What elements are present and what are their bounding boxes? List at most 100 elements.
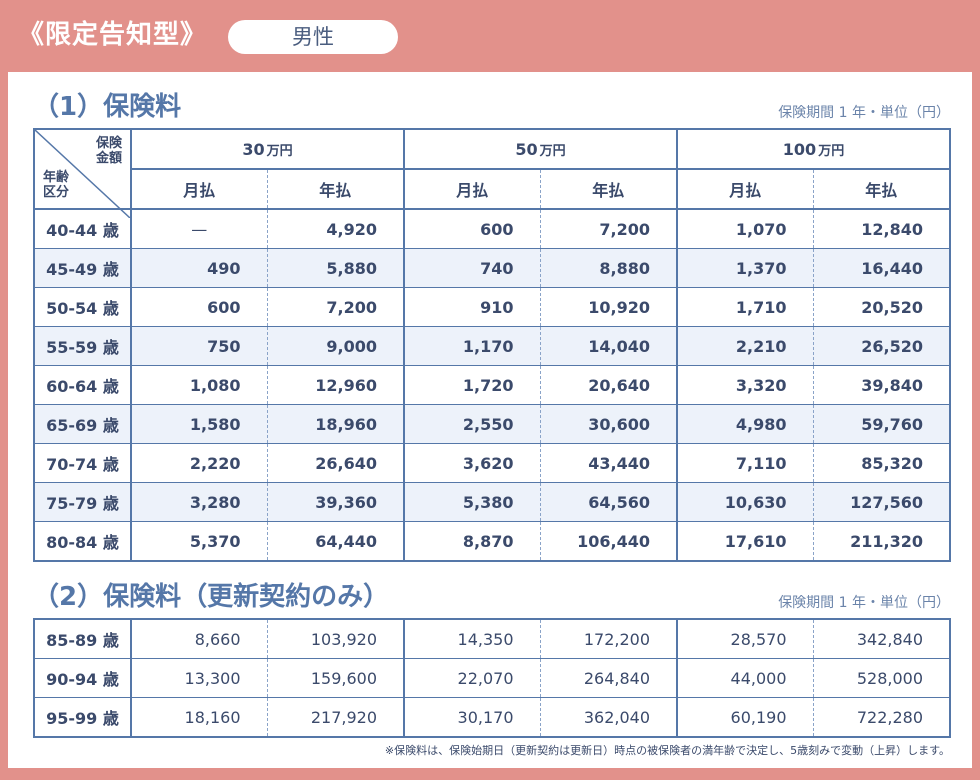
premium-cell: 8,870 <box>404 521 541 562</box>
age-cell: 60-64 歳 <box>33 365 132 405</box>
pay-yearly-50: 年払 <box>540 169 678 210</box>
premium-cell: 1,370 <box>677 248 814 288</box>
premium-cell: 17,610 <box>677 521 814 562</box>
age-cell: 80-84 歳 <box>33 521 132 562</box>
premium-cell: 750 <box>131 326 268 366</box>
age-cell: 40-44 歳 <box>33 209 132 249</box>
premium-cell: 14,040 <box>540 326 678 366</box>
age-cell: 90-94 歳 <box>33 658 132 698</box>
age-cell: 95-99 歳 <box>33 697 132 738</box>
premium-cell: 172,200 <box>540 618 678 659</box>
premium-cell: — <box>131 209 268 249</box>
premium-cell: 1,710 <box>677 287 814 327</box>
table-row: 65-69 歳 1,580 18,960 2,550 30,600 4,980 59,760 <box>33 404 951 444</box>
premium-cell: 3,280 <box>131 482 268 522</box>
premium-cell: 59,760 <box>813 404 951 444</box>
section2-title: （2）保険料（更新契約のみ） <box>33 582 390 612</box>
age-cell: 65-69 歳 <box>33 404 132 444</box>
table-row: 45-49 歳 490 5,880 740 8,880 1,370 16,440 <box>33 248 951 288</box>
amount-header-100: 100 万円 <box>676 128 951 170</box>
age-cell: 85-89 歳 <box>33 618 132 659</box>
premium-cell: 12,840 <box>813 209 951 249</box>
premium-cell: 7,110 <box>677 443 814 483</box>
renewal-premium-table: 85-89 歳 8,660 103,920 14,350 172,200 28,570 34… <box>33 618 951 738</box>
premium-cell: 2,210 <box>677 326 814 366</box>
premium-cell: 103,920 <box>267 618 405 659</box>
corner-bottom-label: 年齢 区分 <box>43 170 70 200</box>
premium-cell: 1,170 <box>404 326 541 366</box>
table-row: 40-44 歳 —4,920 600 7,200 1,070 12,840 <box>33 209 951 249</box>
premium-cell: 106,440 <box>540 521 678 562</box>
premium-cell: 39,360 <box>267 482 405 522</box>
premium-cell: 10,630 <box>677 482 814 522</box>
premium-cell: 5,880 <box>267 248 405 288</box>
premium-cell: 127,560 <box>813 482 951 522</box>
premium-cell: 16,440 <box>813 248 951 288</box>
premium-cell: 5,370 <box>131 521 268 562</box>
age-cell: 55-59 歳 <box>33 326 132 366</box>
gender-badge: 男性 <box>228 20 398 54</box>
pay-monthly-50: 月払 <box>404 169 541 210</box>
premium-cell: 4,980 <box>677 404 814 444</box>
amount-header-30: 30 万円 <box>130 128 405 170</box>
table-row: 60-64 歳 1,080 12,960 1,720 20,640 3,320 39,840 <box>33 365 951 405</box>
premium-cell: 10,920 <box>540 287 678 327</box>
corner-header: 保険 金額 年齢 区分 <box>33 128 132 218</box>
premium-cell: 264,840 <box>540 658 678 698</box>
content-panel: （1）保険料 保険期間 1 年・単位（円） 保険 金額 年齢 区分 30 万円 5… <box>8 72 972 768</box>
premium-cell: 7,200 <box>540 209 678 249</box>
pay-monthly-100: 月払 <box>677 169 814 210</box>
premium-cell: 1,080 <box>131 365 268 405</box>
table-row: 70-74 歳 2,220 26,640 3,620 43,440 7,110 85,320 <box>33 443 951 483</box>
premium-cell: 722,280 <box>813 697 951 738</box>
premium-cell: 85,320 <box>813 443 951 483</box>
footnote: ※保険料は、保険始期日（更新契約は更新日）時点の被保険者の満年齢で決定し、5歳刻… <box>384 744 950 757</box>
premium-cell: 159,600 <box>267 658 405 698</box>
premium-cell: 8,880 <box>540 248 678 288</box>
plan-title: 《限定告知型》 <box>18 20 208 50</box>
premium-cell: 3,320 <box>677 365 814 405</box>
premium-cell: 18,160 <box>131 697 268 738</box>
age-cell: 45-49 歳 <box>33 248 132 288</box>
premium-cell: 9,000 <box>267 326 405 366</box>
section1-note: 保険期間 1 年・単位（円） <box>778 105 950 121</box>
premium-cell: 60,190 <box>677 697 814 738</box>
premium-cell: 342,840 <box>813 618 951 659</box>
pay-monthly-30: 月払 <box>130 169 268 210</box>
amount-header-50: 50 万円 <box>403 128 678 170</box>
premium-cell: 2,550 <box>404 404 541 444</box>
premium-cell: 1,720 <box>404 365 541 405</box>
premium-cell: 740 <box>404 248 541 288</box>
pay-yearly-100: 年払 <box>813 169 951 210</box>
table-row: 80-84 歳 5,370 64,440 8,870 106,440 17,610 211,… <box>33 521 951 562</box>
premium-cell: 20,640 <box>540 365 678 405</box>
premium-cell: 600 <box>131 287 268 327</box>
premium-cell: 528,000 <box>813 658 951 698</box>
diagonal-line <box>35 130 130 218</box>
premium-cell: 26,640 <box>267 443 405 483</box>
premium-cell: 13,300 <box>131 658 268 698</box>
premium-cell: 4,920 <box>267 209 405 249</box>
premium-cell: 600 <box>404 209 541 249</box>
premium-cell: 30,600 <box>540 404 678 444</box>
premium-cell: 362,040 <box>540 697 678 738</box>
table-row: 50-54 歳 600 7,200 910 10,920 1,710 20,520 <box>33 287 951 327</box>
premium-cell: 5,380 <box>404 482 541 522</box>
premium-cell: 22,070 <box>404 658 541 698</box>
section2-note: 保険期間 1 年・単位（円） <box>778 595 950 611</box>
premium-cell: 20,520 <box>813 287 951 327</box>
premium-cell: 44,000 <box>677 658 814 698</box>
corner-top-label: 保険 金額 <box>95 136 122 166</box>
premium-cell: 1,070 <box>677 209 814 249</box>
table-row: 75-79 歳 3,280 39,360 5,380 64,560 10,630 127,5… <box>33 482 951 522</box>
age-cell: 50-54 歳 <box>33 287 132 327</box>
age-cell: 70-74 歳 <box>33 443 132 483</box>
premium-cell: 43,440 <box>540 443 678 483</box>
premium-cell: 64,440 <box>267 521 405 562</box>
premium-cell: 2,220 <box>131 443 268 483</box>
premium-cell: 8,660 <box>131 618 268 659</box>
premium-cell: 490 <box>131 248 268 288</box>
premium-cell: 211,320 <box>813 521 951 562</box>
premium-cell: 26,520 <box>813 326 951 366</box>
premium-cell: 28,570 <box>677 618 814 659</box>
